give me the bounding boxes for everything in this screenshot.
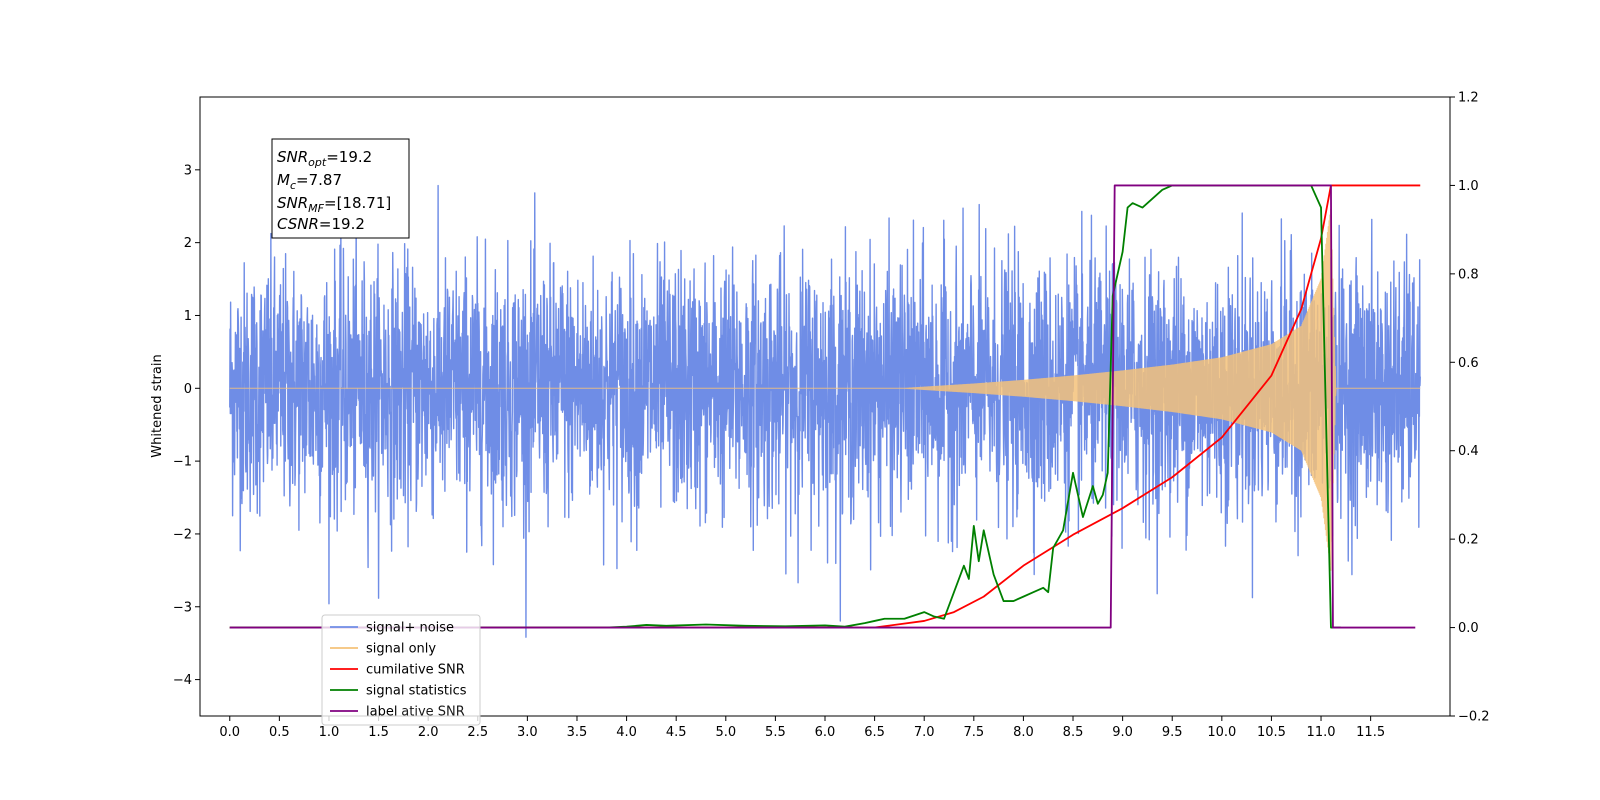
annotation-line-2: Mc=7.87 <box>277 171 342 192</box>
x-tick-label: 9.0 <box>1112 725 1133 740</box>
x-tick-label: 4.5 <box>666 725 687 740</box>
series-label-line <box>229 184 1416 629</box>
x-tick-label: 6.0 <box>815 725 836 740</box>
x-tick-label: 6.5 <box>864 725 885 740</box>
x-tick-label: 8.5 <box>1063 725 1084 740</box>
y-right-tick-label: −0.2 <box>1458 710 1490 725</box>
legend-ghost-label: cumilative SNR <box>366 705 465 720</box>
legend-frame <box>321 614 481 726</box>
series-signal-statistics-line <box>229 184 1341 629</box>
x-tick-label: 7.0 <box>914 725 935 740</box>
y-left-tick-label: 3 <box>184 163 192 178</box>
x-tick-label: 11.5 <box>1356 725 1385 740</box>
legend-label-signal-noise: signal+ noise <box>366 621 454 636</box>
y-left-tick-label: 0 <box>184 382 192 397</box>
x-tick-label: 0.0 <box>219 725 240 740</box>
x-tick-label: 10.0 <box>1207 725 1236 740</box>
series-signal-only-line <box>229 208 1421 571</box>
y-right-tick-label: 0.0 <box>1458 621 1479 636</box>
x-tick-label: 3.0 <box>517 725 538 740</box>
annotation-box: SNRopt=19.2 Mc=7.87 SNRMF=[18.71] CSNR=1… <box>271 138 410 239</box>
y-left-tick-label: −4 <box>173 673 192 688</box>
y-left-tick-label: −1 <box>173 455 192 470</box>
y-left-tick-label: 2 <box>184 236 192 251</box>
ticks-layer: 0.0 0.5 1.0 1.5 2.0 2.5 3.0 3.5 4.0 4.5 5.0 5.5 6.0 6… <box>173 91 1490 741</box>
x-tick-label: 8.0 <box>1013 725 1034 740</box>
legend-label-signal-statistics: signal statistics <box>366 684 467 699</box>
x-tick-label: 7.5 <box>963 725 984 740</box>
x-tick-label: 0.5 <box>269 725 290 740</box>
x-tick-label: 5.0 <box>715 725 736 740</box>
y-axis-title: Whitened strain <box>150 354 165 457</box>
x-tick-label: 1.0 <box>319 725 340 740</box>
y-right-tick-label: 0.8 <box>1458 267 1479 282</box>
annotation-line-1: SNRopt=19.2 <box>277 148 372 169</box>
x-tick-label: 9.5 <box>1162 725 1183 740</box>
x-tick-label: 1.5 <box>368 725 389 740</box>
y-right-tick-label: 0.6 <box>1458 356 1479 371</box>
x-tick-label: 4.0 <box>616 725 637 740</box>
y-left-tick-label: 1 <box>184 309 192 324</box>
y-left-tick-label: −3 <box>173 600 192 615</box>
x-tick-label: 10.5 <box>1257 725 1286 740</box>
y-left-tick-label: −2 <box>173 527 192 542</box>
y-right-tick-label: 0.4 <box>1458 444 1479 459</box>
x-tick-label: 3.5 <box>567 725 588 740</box>
legend: signal+ noise signal only cumilative SNR si… <box>321 614 481 726</box>
legend-label-signal-only: signal only <box>366 642 436 657</box>
legend-label-label: label <box>366 705 397 720</box>
x-tick-label: 5.5 <box>765 725 786 740</box>
y-right-tick-label: 0.2 <box>1458 533 1479 548</box>
series-layer <box>229 184 1421 638</box>
annotation-line-4: CSNR=19.2 <box>277 215 365 233</box>
x-tick-label: 2.0 <box>418 725 439 740</box>
x-tick-label: 11.0 <box>1307 725 1336 740</box>
series-cumilative-snr-line <box>229 184 1421 629</box>
legend-label-cumilative-snr: cumilative SNR <box>366 663 465 678</box>
y-right-tick-label: 1.0 <box>1458 179 1479 194</box>
x-tick-label: 2.5 <box>467 725 488 740</box>
y-right-tick-label: 1.2 <box>1458 91 1479 106</box>
annotation-line-3: SNRMF=[18.71] <box>277 194 391 215</box>
